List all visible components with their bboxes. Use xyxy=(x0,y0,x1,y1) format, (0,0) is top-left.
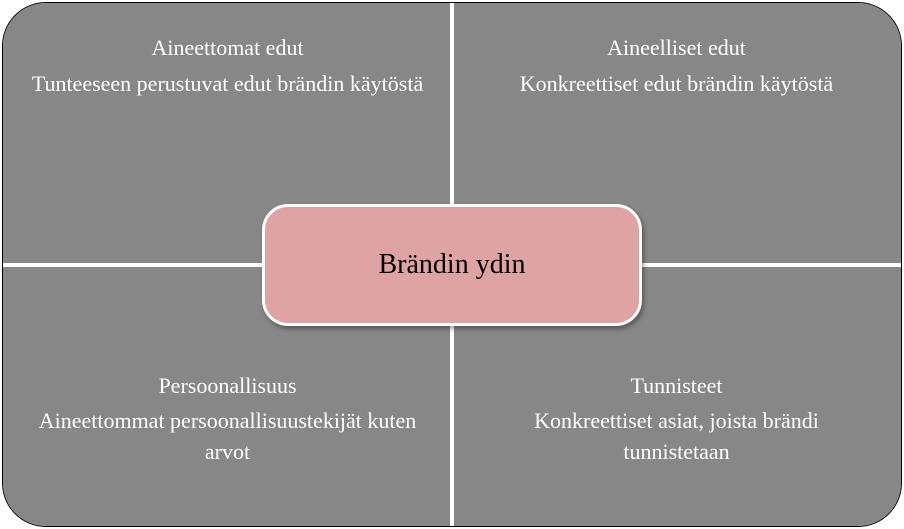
quadrant-subtitle: Konkreettiset edut brändin käytöstä xyxy=(520,69,833,100)
quadrant-title: Aineelliset edut xyxy=(607,33,746,63)
diagram-frame: Aineettomat edut Tunteeseen perustuvat e… xyxy=(2,2,902,527)
quadrant-title: Aineettomat edut xyxy=(151,33,303,63)
quadrant-subtitle: Konkreettiset asiat, joista brändi tunni… xyxy=(480,406,873,468)
quadrant-title: Persoonallisuus xyxy=(158,371,296,401)
quadrant-subtitle: Aineettommat persoonallisuustekijät kute… xyxy=(31,406,424,468)
center-label: Brändin ydin xyxy=(379,249,526,281)
quadrant-subtitle: Tunteeseen perustuvat edut brändin käytö… xyxy=(32,69,423,100)
center-box: Brändin ydin xyxy=(262,204,642,326)
quadrant-title: Tunnisteet xyxy=(630,371,722,401)
